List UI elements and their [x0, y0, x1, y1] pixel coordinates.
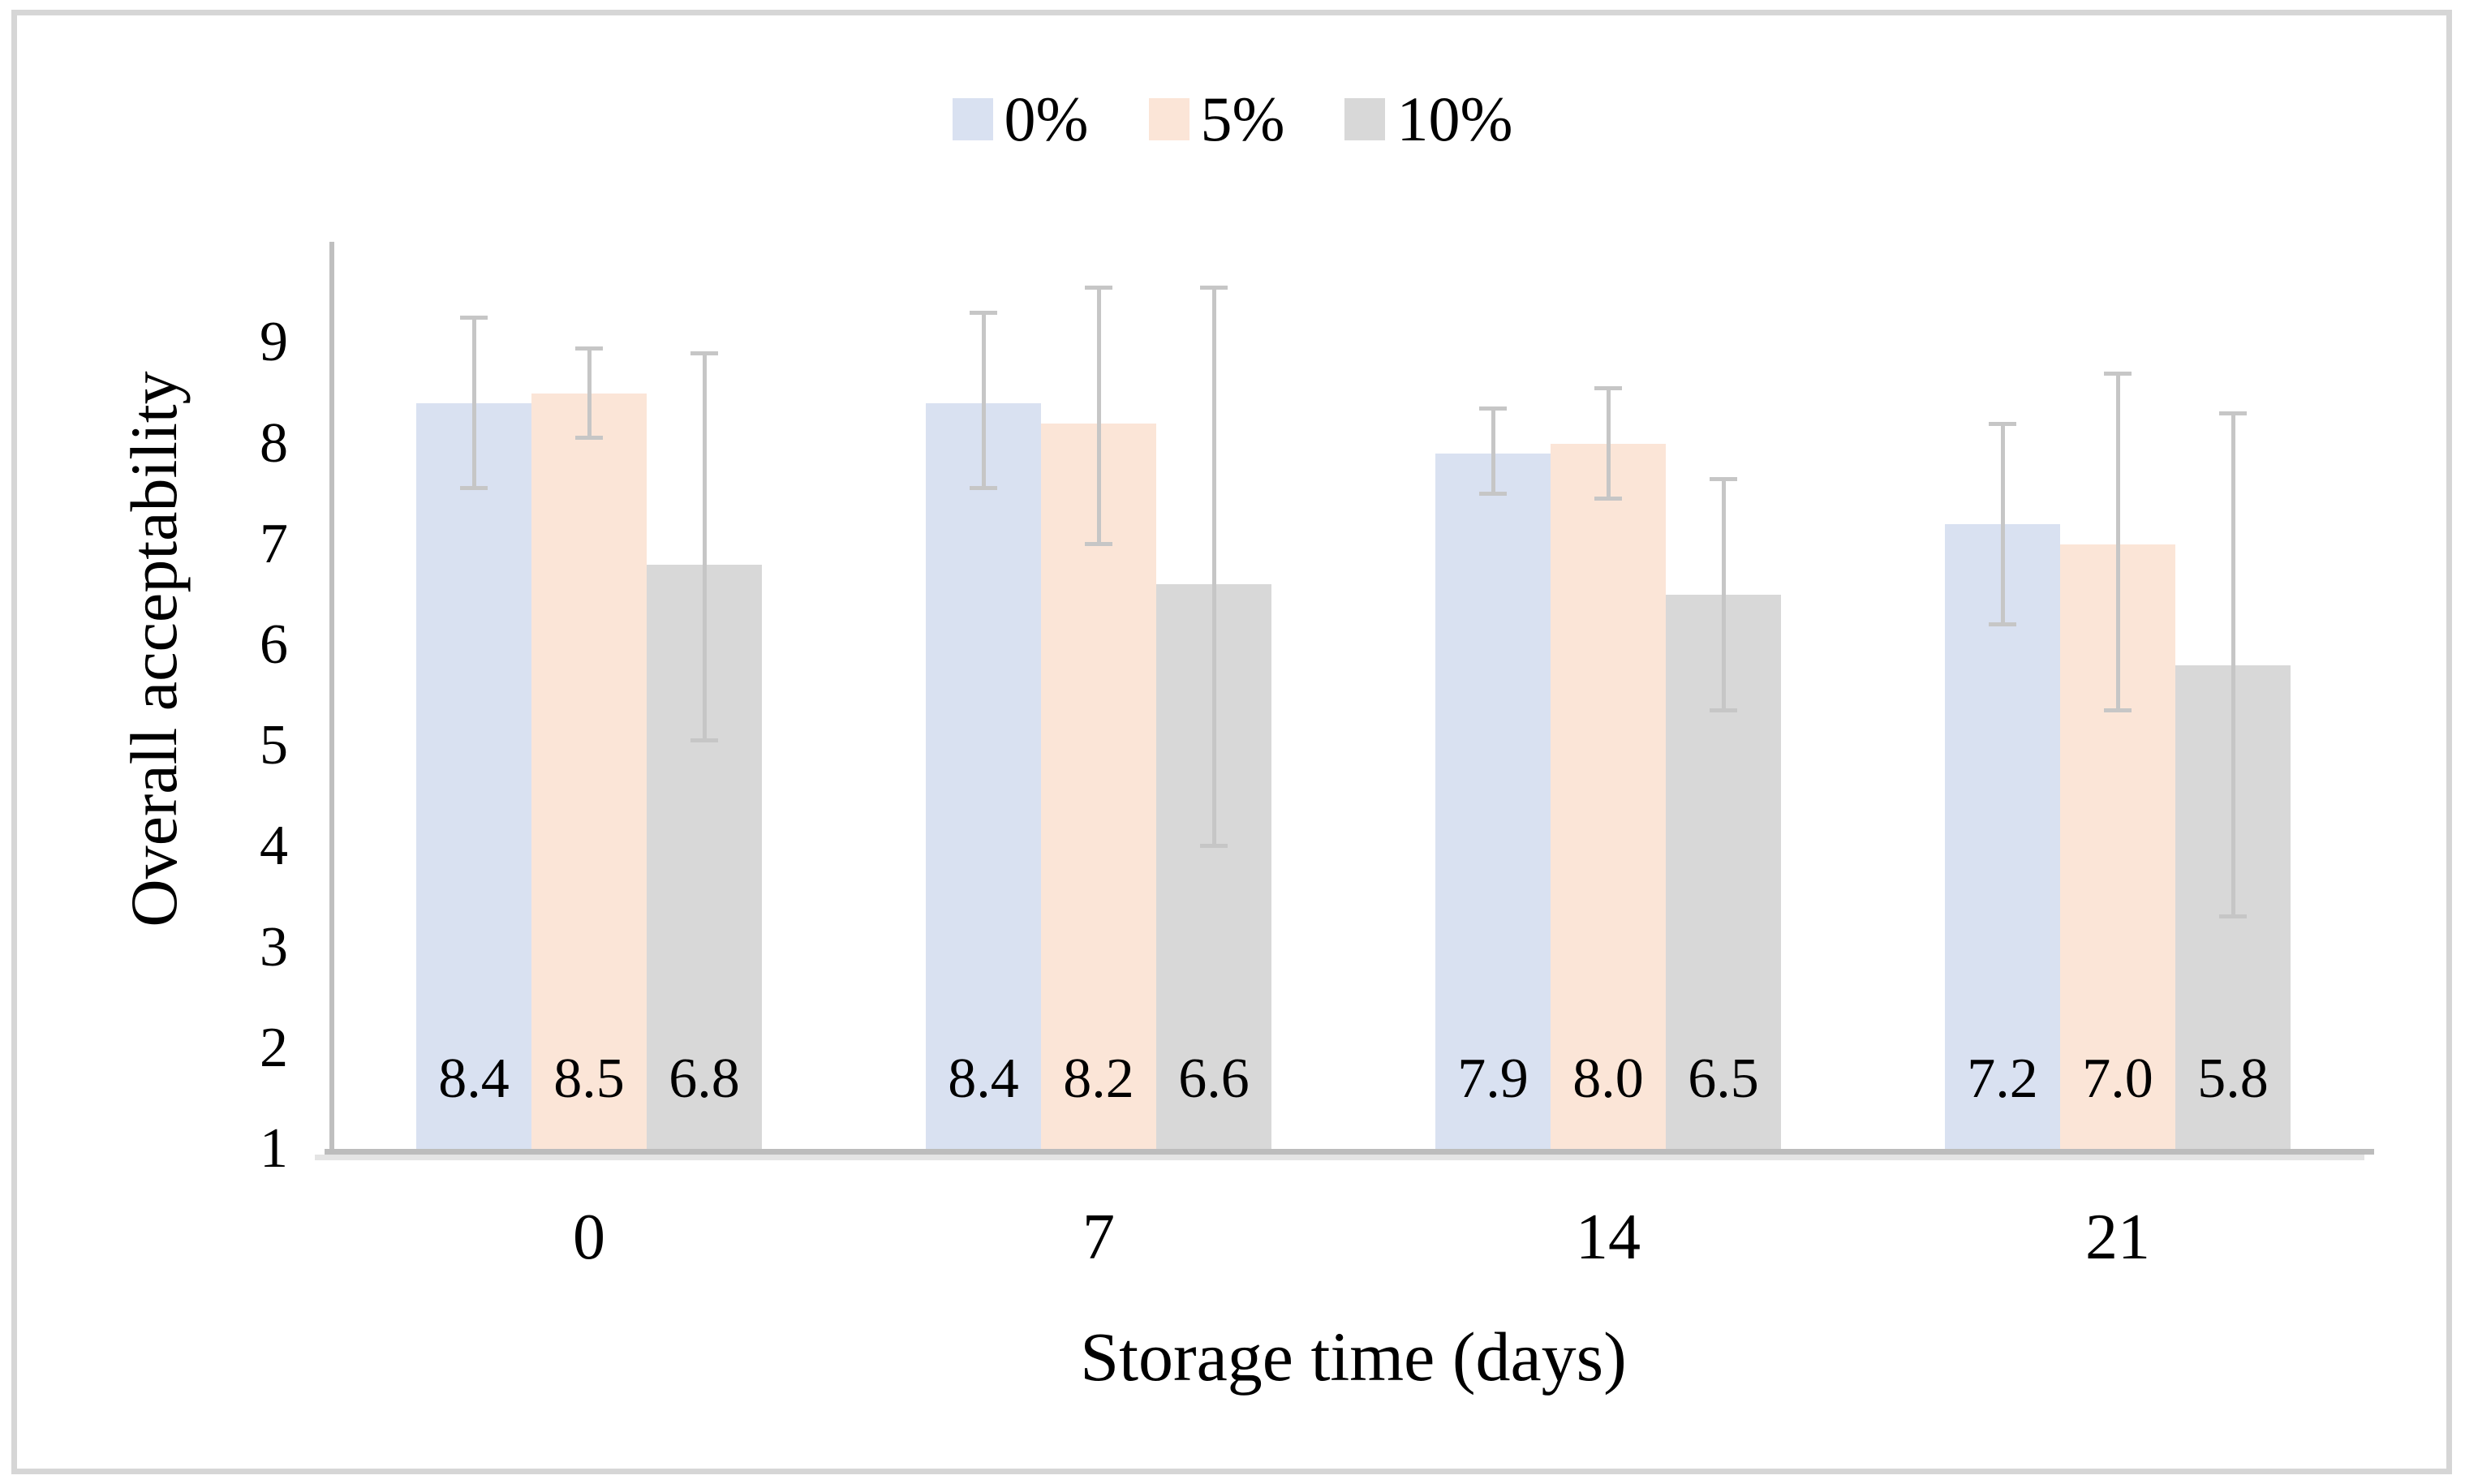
bar-value-label: 7.9: [1457, 1047, 1529, 1110]
error-bar-line: [1211, 287, 1216, 847]
bar-value-label: 8.0: [1572, 1047, 1644, 1110]
error-bar-line: [2231, 413, 2235, 918]
legend-swatch-icon: [952, 98, 993, 140]
error-bar-line: [1096, 287, 1101, 544]
error-bar-line: [1721, 479, 1726, 711]
x-tick-label: 14: [1576, 1202, 1641, 1273]
y-tick-label: 3: [260, 915, 288, 979]
error-bar-line: [471, 317, 476, 489]
y-tick-label: 7: [260, 512, 288, 575]
error-bar-line: [2115, 372, 2120, 711]
legend: 0% 5% 10%: [0, 88, 2465, 151]
error-bar-cap-bottom: [1989, 622, 2016, 627]
y-tick-label: 2: [260, 1016, 288, 1079]
legend-label: 0%: [1004, 84, 1089, 154]
error-bar-cap-bottom: [2219, 914, 2247, 919]
bar: [1435, 454, 1551, 1149]
error-bar-cap-bottom: [575, 436, 603, 441]
error-bar-cap-top: [1085, 286, 1112, 290]
y-tick-label: 8: [260, 411, 288, 475]
bar: [416, 402, 531, 1149]
bar-value-label: 8.5: [553, 1047, 625, 1110]
legend-label: 10%: [1396, 84, 1513, 154]
error-bar-line: [587, 347, 592, 439]
error-bar-cap-bottom: [1200, 844, 1228, 849]
bar: [1945, 523, 2060, 1149]
error-bar-line: [1606, 388, 1611, 499]
bar-value-label: 6.6: [1178, 1047, 1250, 1110]
y-tick-label: 1: [260, 1117, 288, 1180]
legend-item-0%: 0%: [952, 84, 1089, 154]
y-tick-label: 9: [260, 311, 288, 374]
y-tick-label: 4: [260, 815, 288, 878]
error-bar-cap-top: [1594, 386, 1622, 391]
bar-value-label: 7.2: [1967, 1047, 2038, 1110]
error-bar-cap-bottom: [2104, 708, 2132, 712]
legend-item-5%: 5%: [1148, 84, 1285, 154]
y-tick-label: 5: [260, 714, 288, 777]
error-bar-cap-bottom: [1479, 491, 1507, 496]
error-bar-cap-top: [690, 351, 718, 355]
bar-value-label: 8.4: [438, 1047, 510, 1110]
error-bar-line: [702, 352, 707, 741]
bar: [1551, 443, 1666, 1149]
bar-value-label: 6.5: [1688, 1047, 1759, 1110]
x-tick-label: 0: [573, 1202, 605, 1273]
legend-item-10%: 10%: [1344, 88, 1512, 151]
error-bar-line: [981, 312, 986, 489]
error-bar-cap-top: [2104, 371, 2132, 376]
error-bar-cap-top: [970, 311, 997, 316]
error-bar-cap-bottom: [690, 738, 718, 742]
error-bar-cap-top: [460, 316, 488, 320]
x-axis-title: Storage time (days): [1080, 1318, 1627, 1396]
bar: [926, 402, 1041, 1149]
error-bar-cap-top: [1200, 286, 1228, 290]
legend-label: 5%: [1200, 84, 1285, 154]
y-tick-label: 6: [260, 613, 288, 676]
bar-value-label: 5.8: [2197, 1047, 2269, 1110]
y-axis-line: [329, 242, 334, 1155]
error-bar-cap-bottom: [970, 486, 997, 491]
bar-value-label: 6.8: [669, 1047, 740, 1110]
error-bar-line: [2000, 423, 2005, 626]
x-axis-line: [325, 1149, 2374, 1155]
bar-value-label: 8.2: [1063, 1047, 1134, 1110]
error-bar-cap-bottom: [1085, 541, 1112, 546]
bar-value-label: 8.4: [948, 1047, 1019, 1110]
error-bar-cap-bottom: [460, 486, 488, 491]
y-axis-title: Overall acceptability: [117, 371, 191, 927]
error-bar-line: [1491, 408, 1495, 494]
x-tick-label: 21: [2085, 1202, 2150, 1273]
error-bar-cap-top: [2219, 411, 2247, 416]
legend-swatch-icon: [1148, 98, 1189, 140]
legend-swatch-icon: [1344, 98, 1386, 140]
x-tick-label: 7: [1082, 1202, 1115, 1273]
error-bar-cap-top: [1479, 406, 1507, 411]
bar-value-label: 7.0: [2082, 1047, 2153, 1110]
error-bar-cap-top: [575, 346, 603, 351]
error-bar-cap-top: [1710, 477, 1737, 482]
error-bar-cap-top: [1989, 421, 2016, 426]
bar: [531, 393, 647, 1149]
error-bar-cap-bottom: [1594, 496, 1622, 501]
error-bar-cap-bottom: [1710, 708, 1737, 712]
